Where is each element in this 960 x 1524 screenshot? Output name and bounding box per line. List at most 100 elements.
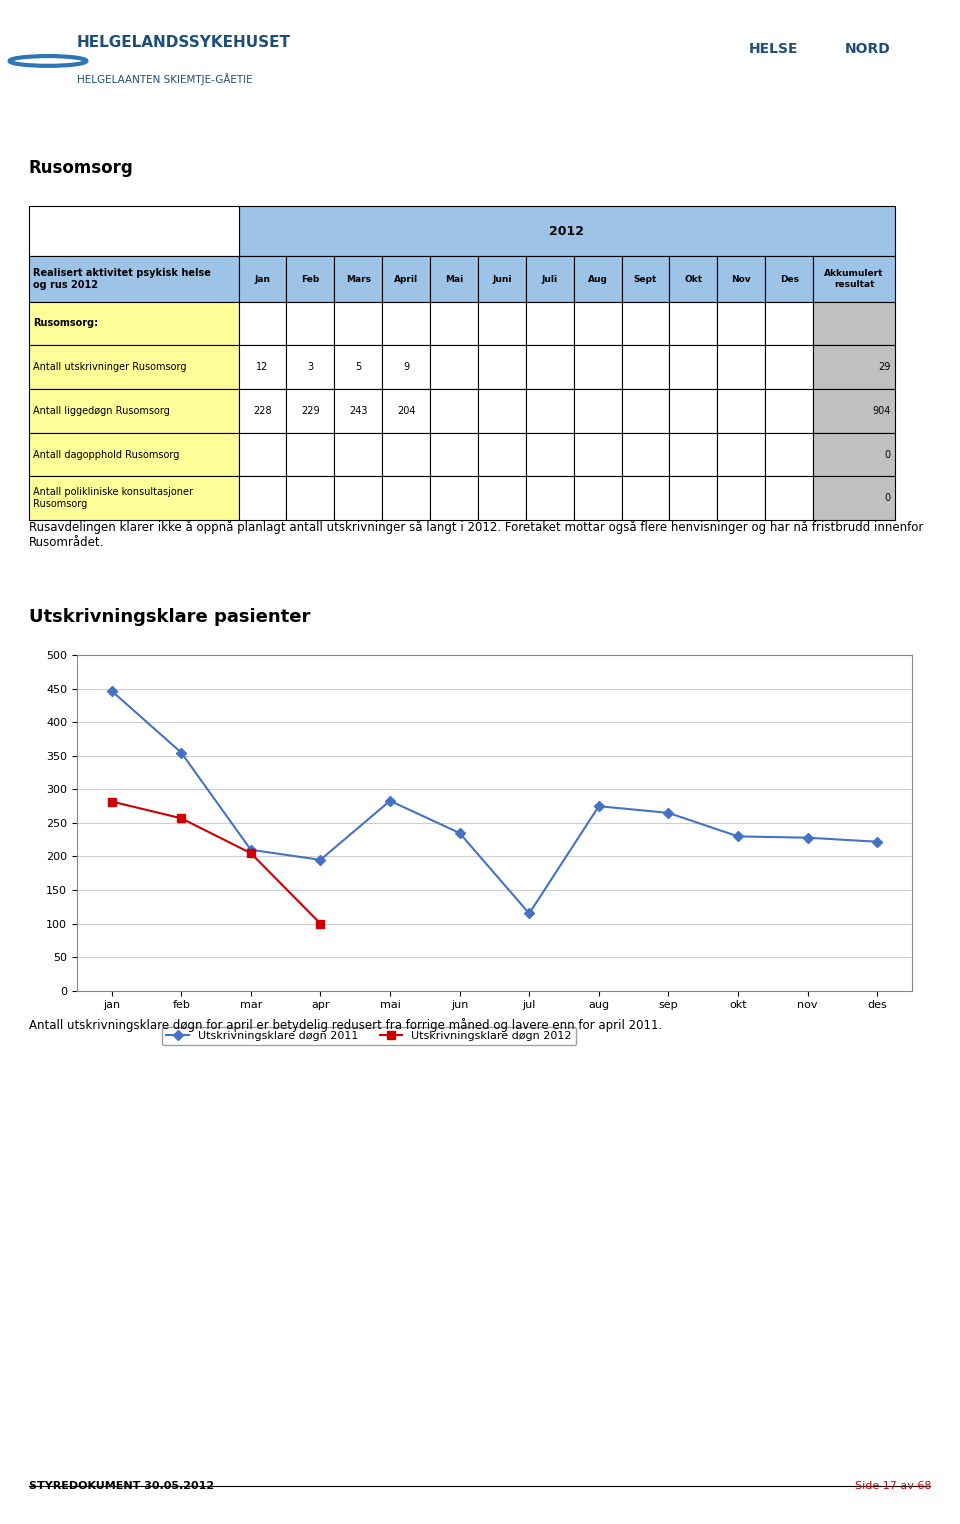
FancyBboxPatch shape [430, 389, 478, 433]
FancyBboxPatch shape [813, 346, 895, 389]
FancyBboxPatch shape [238, 389, 286, 433]
FancyBboxPatch shape [574, 477, 622, 520]
Text: Sept: Sept [634, 274, 658, 283]
Text: Utskrivningsklare pasienter: Utskrivningsklare pasienter [29, 608, 310, 626]
FancyBboxPatch shape [526, 346, 574, 389]
Text: Rusavdelingen klarer ikke å oppnå planlagt antall utskrivninger så langt i 2012.: Rusavdelingen klarer ikke å oppnå planla… [29, 521, 924, 550]
FancyBboxPatch shape [430, 477, 478, 520]
FancyBboxPatch shape [765, 346, 813, 389]
FancyBboxPatch shape [669, 477, 717, 520]
FancyBboxPatch shape [574, 302, 622, 346]
FancyBboxPatch shape [334, 477, 382, 520]
FancyBboxPatch shape [430, 302, 478, 346]
Text: Nov: Nov [732, 274, 751, 283]
FancyBboxPatch shape [526, 302, 574, 346]
FancyBboxPatch shape [813, 477, 895, 520]
FancyBboxPatch shape [29, 346, 238, 389]
FancyBboxPatch shape [765, 433, 813, 477]
FancyBboxPatch shape [622, 256, 669, 302]
Text: Realisert aktivitet psykisk helse
og rus 2012: Realisert aktivitet psykisk helse og rus… [34, 268, 211, 290]
FancyBboxPatch shape [669, 346, 717, 389]
FancyBboxPatch shape [286, 256, 334, 302]
Text: April: April [394, 274, 419, 283]
FancyBboxPatch shape [574, 433, 622, 477]
FancyBboxPatch shape [526, 256, 574, 302]
Text: Mars: Mars [346, 274, 371, 283]
FancyBboxPatch shape [717, 389, 765, 433]
FancyBboxPatch shape [813, 433, 895, 477]
Text: Juli: Juli [541, 274, 558, 283]
Text: Mai: Mai [444, 274, 463, 283]
Text: Okt: Okt [684, 274, 703, 283]
FancyBboxPatch shape [238, 433, 286, 477]
FancyBboxPatch shape [334, 433, 382, 477]
FancyBboxPatch shape [334, 389, 382, 433]
FancyBboxPatch shape [238, 302, 286, 346]
Text: HELGELAANTEN SKIEMTJE-GÅETIE: HELGELAANTEN SKIEMTJE-GÅETIE [77, 73, 252, 85]
Text: 9: 9 [403, 363, 409, 372]
Text: 229: 229 [301, 405, 320, 416]
Text: NORD: NORD [845, 41, 891, 56]
FancyBboxPatch shape [29, 433, 238, 477]
FancyBboxPatch shape [669, 256, 717, 302]
Text: 12: 12 [256, 363, 269, 372]
FancyBboxPatch shape [574, 346, 622, 389]
FancyBboxPatch shape [717, 433, 765, 477]
FancyBboxPatch shape [286, 302, 334, 346]
FancyBboxPatch shape [382, 477, 430, 520]
Text: 204: 204 [396, 405, 416, 416]
FancyBboxPatch shape [334, 302, 382, 346]
FancyBboxPatch shape [238, 477, 286, 520]
FancyBboxPatch shape [478, 433, 526, 477]
FancyBboxPatch shape [765, 477, 813, 520]
FancyBboxPatch shape [526, 389, 574, 433]
FancyBboxPatch shape [286, 389, 334, 433]
Text: 0: 0 [884, 494, 891, 503]
Text: Side 17 av 68: Side 17 av 68 [854, 1481, 931, 1490]
FancyBboxPatch shape [286, 346, 334, 389]
FancyBboxPatch shape [669, 433, 717, 477]
FancyBboxPatch shape [717, 256, 765, 302]
Legend: Utskrivningsklare døgn 2011, Utskrivningsklare døgn 2012: Utskrivningsklare døgn 2011, Utskrivning… [162, 1027, 576, 1045]
FancyBboxPatch shape [478, 346, 526, 389]
FancyBboxPatch shape [717, 477, 765, 520]
FancyBboxPatch shape [478, 477, 526, 520]
FancyBboxPatch shape [622, 389, 669, 433]
FancyBboxPatch shape [334, 346, 382, 389]
Text: 29: 29 [878, 363, 891, 372]
FancyBboxPatch shape [286, 433, 334, 477]
FancyBboxPatch shape [622, 477, 669, 520]
FancyBboxPatch shape [717, 302, 765, 346]
FancyBboxPatch shape [382, 302, 430, 346]
Text: Antall utskrivninger Rusomsorg: Antall utskrivninger Rusomsorg [34, 363, 187, 372]
FancyBboxPatch shape [238, 256, 286, 302]
Text: Antall utskrivningsklare døgn for april er betydelig redusert fra forrige måned : Antall utskrivningsklare døgn for april … [29, 1018, 662, 1032]
FancyBboxPatch shape [238, 206, 895, 256]
FancyBboxPatch shape [478, 389, 526, 433]
FancyBboxPatch shape [29, 389, 238, 433]
FancyBboxPatch shape [526, 477, 574, 520]
FancyBboxPatch shape [765, 256, 813, 302]
Text: Des: Des [780, 274, 799, 283]
Text: 3: 3 [307, 363, 314, 372]
FancyBboxPatch shape [238, 346, 286, 389]
Text: Aug: Aug [588, 274, 608, 283]
FancyBboxPatch shape [29, 256, 238, 302]
FancyBboxPatch shape [813, 256, 895, 302]
FancyBboxPatch shape [382, 256, 430, 302]
FancyBboxPatch shape [765, 389, 813, 433]
FancyBboxPatch shape [430, 256, 478, 302]
Text: Rusomsorg:: Rusomsorg: [34, 319, 99, 329]
FancyBboxPatch shape [526, 433, 574, 477]
Text: 2012: 2012 [549, 224, 585, 238]
Text: Feb: Feb [301, 274, 320, 283]
FancyBboxPatch shape [669, 389, 717, 433]
FancyBboxPatch shape [574, 389, 622, 433]
FancyBboxPatch shape [382, 389, 430, 433]
Text: 904: 904 [873, 405, 891, 416]
Text: HELSE: HELSE [749, 41, 799, 56]
FancyBboxPatch shape [382, 346, 430, 389]
FancyBboxPatch shape [430, 433, 478, 477]
FancyBboxPatch shape [29, 477, 238, 520]
Text: Juni: Juni [492, 274, 512, 283]
